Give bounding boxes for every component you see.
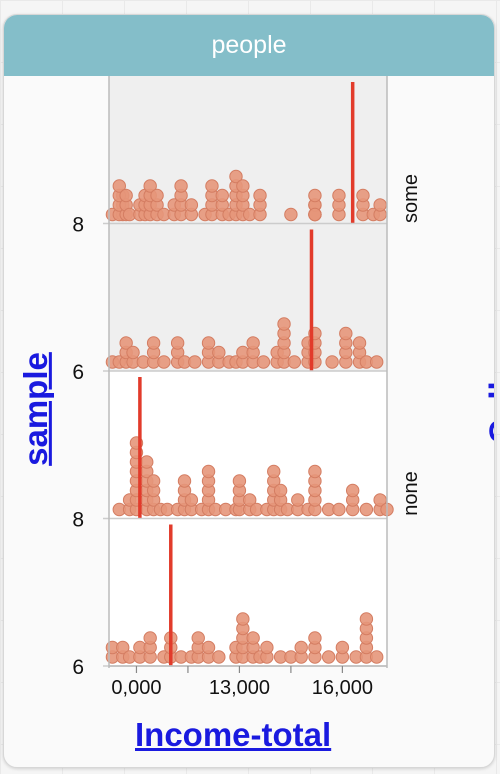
data-point[interactable] — [308, 631, 322, 645]
data-point[interactable] — [212, 650, 226, 664]
data-point[interactable] — [291, 493, 305, 507]
data-point[interactable] — [256, 355, 271, 369]
data-point[interactable] — [352, 336, 367, 350]
x-axis-tick-label: 16,000 — [312, 677, 373, 699]
college-category-label: some — [400, 174, 422, 223]
data-point[interactable] — [188, 355, 202, 369]
college-category-label: none — [400, 471, 422, 516]
card-title: people — [211, 31, 287, 59]
data-point[interactable] — [116, 640, 130, 655]
graph-card[interactable]: people 8 6 8 6 0,000 13,000 16,000 some none sam… — [3, 14, 495, 768]
data-point[interactable] — [267, 464, 281, 479]
data-point[interactable] — [232, 474, 247, 488]
data-point[interactable] — [246, 631, 260, 645]
y-axis-title[interactable]: sample — [16, 352, 54, 466]
data-point[interactable] — [201, 336, 216, 350]
data-point[interactable] — [356, 188, 370, 203]
card-title-bar[interactable]: people — [4, 15, 494, 76]
data-point[interactable] — [170, 336, 185, 350]
data-point[interactable] — [373, 198, 387, 212]
data-point[interactable] — [205, 179, 219, 193]
data-point[interactable] — [143, 179, 157, 193]
y-axis-tick-label: 8 — [72, 214, 84, 237]
data-point[interactable] — [308, 464, 322, 479]
data-point[interactable] — [229, 169, 243, 184]
data-point[interactable] — [308, 207, 322, 222]
y-axis-tick-label: 6 — [72, 656, 84, 679]
data-point[interactable] — [246, 336, 260, 350]
data-point[interactable] — [284, 207, 298, 222]
data-point[interactable] — [345, 483, 360, 498]
data-point[interactable] — [294, 640, 308, 655]
data-point[interactable] — [273, 483, 288, 498]
data-point[interactable] — [335, 640, 350, 655]
y-axis-tick-label: 8 — [72, 509, 84, 532]
data-point[interactable] — [143, 631, 157, 645]
data-point[interactable] — [119, 336, 133, 350]
data-point[interactable] — [215, 188, 229, 203]
data-point[interactable] — [112, 179, 126, 193]
data-point[interactable] — [277, 317, 291, 331]
data-point[interactable] — [359, 612, 374, 626]
data-point[interactable] — [243, 493, 257, 507]
data-point[interactable] — [236, 179, 250, 193]
data-point[interactable] — [332, 188, 346, 203]
data-point[interactable] — [332, 502, 346, 517]
data-point[interactable] — [150, 188, 164, 203]
data-point[interactable] — [201, 640, 216, 655]
data-point[interactable] — [325, 355, 339, 369]
data-point[interactable] — [184, 198, 199, 212]
data-point[interactable] — [157, 355, 171, 369]
data-point[interactable] — [184, 493, 199, 507]
dot-plot[interactable]: 8 6 8 6 0,000 13,000 16,000 some none — [4, 15, 494, 767]
data-point[interactable] — [260, 640, 274, 655]
data-point[interactable] — [287, 355, 302, 369]
x-axis-tick-label: 0,000 — [111, 677, 161, 699]
data-point[interactable] — [253, 188, 267, 203]
right-axis-title[interactable]: College — [482, 324, 495, 444]
data-point[interactable] — [177, 474, 192, 488]
data-point[interactable] — [191, 631, 205, 645]
x-axis-tick-label: 13,000 — [209, 677, 270, 699]
data-point[interactable] — [321, 650, 336, 664]
data-point[interactable] — [236, 612, 250, 626]
data-point[interactable] — [146, 474, 161, 488]
x-axis-title[interactable]: Income-total — [135, 716, 332, 753]
data-point[interactable] — [370, 355, 384, 369]
data-point[interactable] — [119, 188, 133, 203]
y-axis-tick-label: 6 — [72, 361, 84, 384]
data-point[interactable] — [359, 502, 374, 517]
data-point[interactable] — [370, 650, 384, 664]
data-point[interactable] — [174, 179, 188, 193]
data-point[interactable] — [212, 345, 226, 360]
data-point[interactable] — [140, 455, 154, 469]
data-point[interactable] — [308, 188, 322, 203]
data-point[interactable] — [146, 336, 161, 350]
data-point[interactable] — [339, 326, 353, 341]
data-point[interactable] — [126, 345, 140, 360]
data-point[interactable] — [201, 464, 216, 479]
